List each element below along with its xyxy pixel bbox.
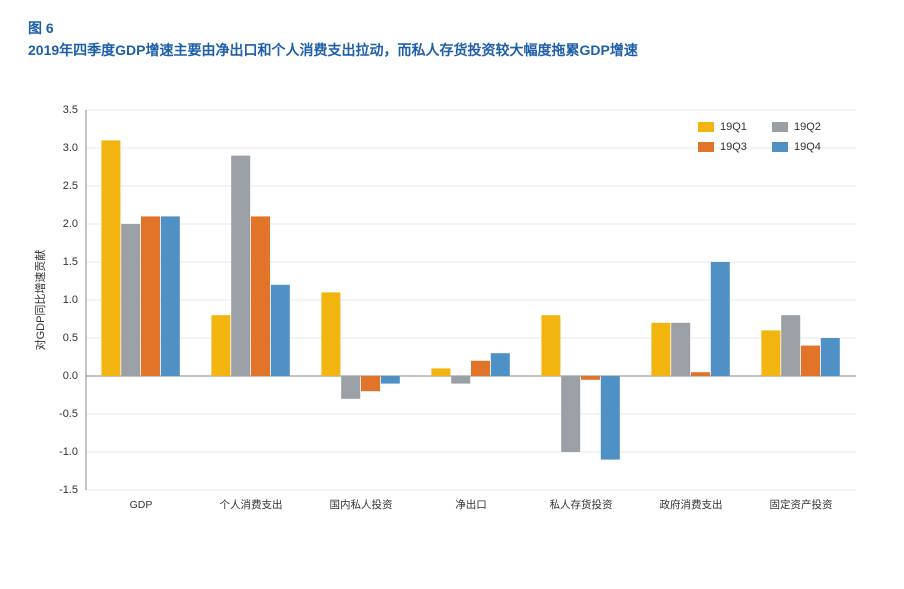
bar xyxy=(211,315,230,376)
bar xyxy=(471,361,490,376)
bar xyxy=(251,216,270,376)
bar xyxy=(231,156,250,376)
x-axis-label: 国内私人投资 xyxy=(330,498,393,511)
bar xyxy=(761,330,780,376)
chart-title: 2019年四季度GDP增速主要由净出口和个人消费支出拉动，而私人存货投资较大幅度… xyxy=(28,40,876,60)
legend-swatch xyxy=(772,142,788,152)
y-axis-title: 对GDP同比增速贡献 xyxy=(33,250,47,351)
svg-text:-1.0: -1.0 xyxy=(59,446,78,458)
bar xyxy=(381,376,400,384)
legend-label: 19Q1 xyxy=(720,121,747,133)
figure-label: 图 6 xyxy=(28,18,876,38)
bar xyxy=(451,376,470,384)
bar xyxy=(271,285,290,376)
x-axis-label: 固定资产投资 xyxy=(770,498,833,511)
x-axis-label: 私人存货投资 xyxy=(550,498,613,511)
bar xyxy=(161,216,180,376)
bar xyxy=(361,376,380,391)
x-axis-label: 个人消费支出 xyxy=(220,498,283,511)
legend-label: 19Q2 xyxy=(794,121,821,133)
legend-label: 19Q4 xyxy=(794,141,821,153)
svg-text:0.0: 0.0 xyxy=(63,370,78,382)
bar xyxy=(671,323,690,376)
bar xyxy=(491,353,510,376)
bar xyxy=(121,224,140,376)
svg-text:1.0: 1.0 xyxy=(63,294,78,306)
svg-text:2.0: 2.0 xyxy=(63,218,78,230)
bar xyxy=(801,346,820,376)
svg-text:0.5: 0.5 xyxy=(63,332,78,344)
svg-text:3.0: 3.0 xyxy=(63,142,78,154)
svg-text:-1.5: -1.5 xyxy=(59,484,78,496)
bar xyxy=(341,376,360,399)
svg-text:2.5: 2.5 xyxy=(63,180,78,192)
svg-text:3.5: 3.5 xyxy=(63,104,78,116)
x-axis-label: GDP xyxy=(130,499,153,511)
legend-label: 19Q3 xyxy=(720,141,747,153)
bar xyxy=(601,376,620,460)
bar xyxy=(431,368,450,376)
legend-swatch xyxy=(772,122,788,132)
x-axis-label: 政府消费支出 xyxy=(660,498,723,511)
bar xyxy=(141,216,160,376)
bar xyxy=(821,338,840,376)
bar xyxy=(711,262,730,376)
legend-swatch xyxy=(698,122,714,132)
bar xyxy=(541,315,560,376)
svg-text:-0.5: -0.5 xyxy=(59,408,78,420)
bar xyxy=(691,372,710,376)
svg-text:1.5: 1.5 xyxy=(63,256,78,268)
bar xyxy=(561,376,580,452)
bar xyxy=(321,292,340,376)
bar xyxy=(781,315,800,376)
x-axis-label: 净出口 xyxy=(455,498,487,511)
bar xyxy=(651,323,670,376)
gdp-contribution-bar-chart: -1.5 -1.0 -0.5 0.0 0.5 1.0 1.5 2.0 2.5 3.0 3.5 对GDP… xyxy=(28,70,876,570)
bar xyxy=(101,140,120,376)
legend-swatch xyxy=(698,142,714,152)
bar xyxy=(581,376,600,380)
